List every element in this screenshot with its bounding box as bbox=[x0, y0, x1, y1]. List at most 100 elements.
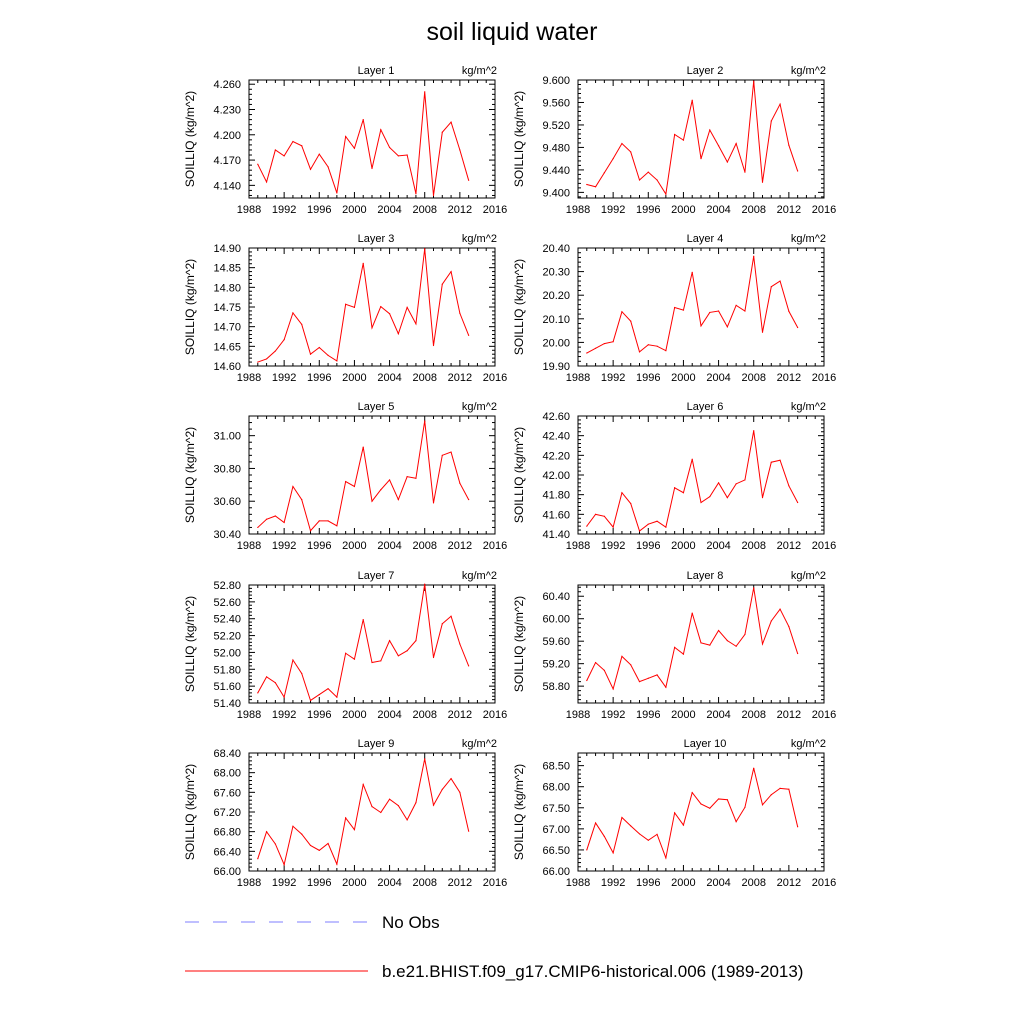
x-tick-label: 2008 bbox=[741, 877, 765, 889]
data-point bbox=[700, 325, 702, 327]
data-point bbox=[594, 186, 597, 188]
x-tick-label: 2004 bbox=[377, 709, 401, 721]
data-point bbox=[709, 644, 711, 646]
data-point bbox=[468, 179, 470, 181]
x-tick-label: 1992 bbox=[272, 877, 296, 889]
panel-title: Layer 3 bbox=[358, 233, 395, 245]
data-point bbox=[345, 817, 347, 819]
data-point bbox=[700, 158, 702, 160]
data-point bbox=[265, 358, 268, 360]
y-tick-label: 14.80 bbox=[213, 282, 241, 294]
data-point bbox=[257, 361, 259, 363]
data-point bbox=[709, 807, 711, 809]
data-point bbox=[353, 829, 356, 831]
data-point bbox=[318, 520, 320, 522]
data-point bbox=[397, 655, 399, 657]
data-point bbox=[468, 830, 470, 832]
data-point bbox=[665, 526, 667, 528]
data-point bbox=[700, 642, 702, 644]
data-point bbox=[406, 819, 408, 821]
data-point bbox=[309, 530, 312, 532]
x-tick-label: 2000 bbox=[342, 877, 366, 889]
x-tick-label: 2000 bbox=[342, 372, 366, 384]
data-point bbox=[388, 640, 391, 642]
y-tick-label: 20.20 bbox=[542, 290, 570, 302]
y-tick-label: 9.400 bbox=[542, 187, 570, 199]
y-tick-label: 51.80 bbox=[213, 664, 241, 676]
x-tick-label: 1996 bbox=[636, 709, 660, 721]
x-tick-label: 2004 bbox=[377, 540, 401, 552]
y-tick-label: 9.560 bbox=[542, 97, 570, 109]
series-line-model bbox=[257, 91, 470, 196]
data-point bbox=[682, 309, 685, 311]
data-point bbox=[283, 339, 285, 341]
y-tick-label: 4.200 bbox=[213, 130, 241, 142]
data-point bbox=[388, 798, 391, 800]
data-point bbox=[674, 133, 676, 136]
data-point bbox=[700, 803, 702, 805]
data-point bbox=[371, 805, 373, 808]
legend-label-obs: No Obs bbox=[382, 913, 440, 932]
data-point bbox=[603, 342, 605, 345]
data-point bbox=[788, 788, 790, 790]
data-point bbox=[665, 686, 667, 688]
data-point bbox=[415, 193, 417, 195]
data-point bbox=[621, 311, 623, 313]
data-point bbox=[441, 131, 443, 133]
x-tick-label: 1988 bbox=[566, 709, 590, 721]
data-point bbox=[424, 420, 426, 422]
data-point bbox=[726, 326, 728, 328]
x-tick-label: 1992 bbox=[601, 709, 625, 721]
data-point bbox=[450, 271, 452, 273]
series-line-model bbox=[586, 768, 799, 860]
x-tick-label: 2000 bbox=[342, 540, 366, 552]
data-point bbox=[380, 489, 382, 491]
y-tick-label: 41.80 bbox=[542, 490, 570, 502]
x-tick-label: 1988 bbox=[237, 709, 261, 721]
data-point bbox=[638, 530, 641, 532]
x-tick-label: 1996 bbox=[307, 204, 331, 216]
data-point bbox=[371, 661, 373, 664]
y-tick-label: 68.50 bbox=[542, 761, 570, 773]
x-tick-label: 1988 bbox=[237, 372, 261, 384]
data-point bbox=[309, 844, 312, 847]
y-tick-label: 59.20 bbox=[542, 659, 570, 671]
y-tick-label: 30.40 bbox=[213, 529, 241, 541]
y-tick-label: 60.00 bbox=[542, 614, 570, 626]
data-point bbox=[691, 458, 693, 460]
data-point bbox=[744, 479, 746, 481]
data-point bbox=[753, 255, 755, 257]
x-tick-label: 2008 bbox=[412, 204, 436, 216]
x-tick-label: 2012 bbox=[777, 877, 801, 889]
data-point bbox=[362, 783, 364, 786]
series-line-model bbox=[586, 81, 799, 196]
data-point bbox=[371, 327, 373, 329]
x-tick-label: 2012 bbox=[448, 540, 472, 552]
data-point bbox=[638, 351, 641, 353]
data-point bbox=[603, 835, 605, 838]
data-point bbox=[594, 661, 597, 664]
y-tick-label: 14.75 bbox=[213, 302, 241, 314]
panel-layer-10: Layer 10 kg/m^2 SOILLIQ (kg/m^2) 1988 1992 19… bbox=[512, 738, 836, 889]
data-point bbox=[459, 312, 461, 314]
y-tick-label: 42.00 bbox=[542, 470, 570, 482]
data-point bbox=[380, 306, 382, 308]
data-point bbox=[274, 350, 276, 352]
data-point bbox=[301, 672, 303, 675]
data-point bbox=[468, 334, 470, 336]
data-point bbox=[380, 129, 382, 131]
data-point bbox=[586, 849, 588, 851]
data-point bbox=[621, 142, 623, 145]
data-point bbox=[682, 824, 685, 826]
x-tick-label: 2012 bbox=[777, 709, 801, 721]
data-point bbox=[468, 665, 470, 667]
data-point bbox=[770, 461, 772, 463]
plot-frame bbox=[577, 247, 825, 367]
data-point bbox=[257, 526, 259, 529]
y-tick-label: 67.00 bbox=[542, 824, 570, 836]
y-axis-label: SOILLIQ (kg/m^2) bbox=[512, 259, 526, 355]
data-point bbox=[336, 696, 338, 698]
x-tick-label: 1988 bbox=[237, 204, 261, 216]
y-axis-label: SOILLIQ (kg/m^2) bbox=[183, 91, 197, 187]
data-point bbox=[327, 688, 329, 690]
